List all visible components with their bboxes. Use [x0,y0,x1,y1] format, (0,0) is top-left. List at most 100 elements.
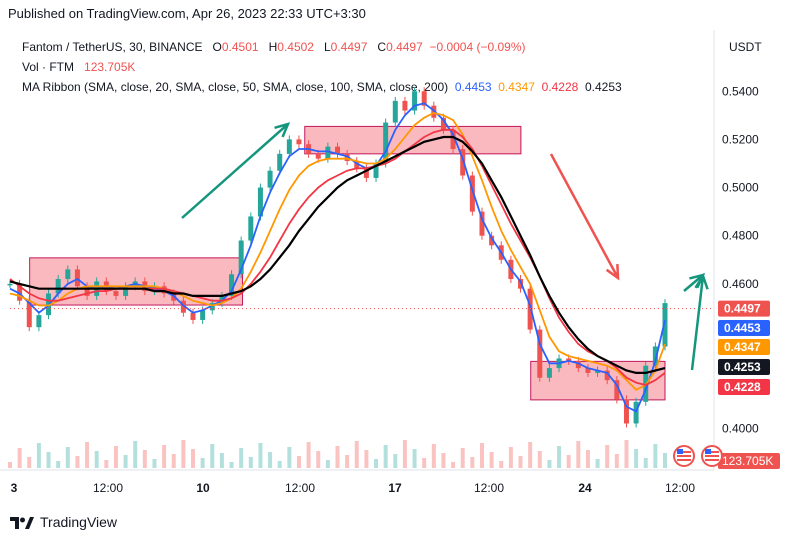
candle-body [74,269,80,287]
volume-bar [508,447,513,468]
candle-body [123,286,129,296]
volume-bar [46,452,51,468]
candle-body [238,240,244,275]
volume-axis-label: 123.705K [722,454,773,468]
price-label-bg [718,379,770,395]
volume-bar [479,443,484,468]
volume-bar [8,462,12,468]
volume-bar [364,450,369,468]
flag-stripe [677,451,691,453]
volume-bar [663,453,667,468]
volume-bar [191,449,196,468]
volume-bar [56,461,61,468]
x-tick-label: 12:00 [93,481,123,495]
candle-body [277,153,283,171]
low-value: 0.4497 [330,40,368,54]
flag-stripe [677,459,691,461]
candle-body [325,146,331,159]
candle-body [595,370,601,373]
candle-body [55,279,61,294]
ma-line-ma200 [9,135,666,374]
y-tick-label: 0.5400 [722,84,759,98]
rebound-arrow [683,274,704,292]
candle-body [537,329,543,378]
ma-ribbon-header: MA Ribbon (SMA, close, 20, SMA, close, 5… [22,80,622,94]
candle-body [354,161,360,169]
volume-bar [345,455,350,468]
price-label: 0.4453 [724,321,761,335]
downtrend-arrow [549,153,620,279]
volume-bar [537,451,542,468]
volume-bar [248,457,253,468]
volume-header: Vol · FTM 123.705K [22,60,135,74]
volume-bar [624,440,629,468]
volume-bar [17,448,22,468]
volume-bar [113,446,118,468]
volume-bar [133,441,138,468]
x-tick-label: 10 [196,481,210,495]
candle-body [566,358,572,361]
volume-bar [94,451,99,468]
candle-body [662,303,668,347]
volume-bar [557,446,562,468]
y-tick-label: 0.5000 [722,181,759,195]
candle-body [267,170,273,188]
volume-bar [258,443,263,468]
volume-bar [402,440,407,468]
volume-bar [566,455,571,468]
tradingview-logo-icon [10,516,34,529]
candle-body [383,122,389,164]
candle-body [575,360,581,369]
x-tick-label: 17 [388,481,402,495]
symbol-name[interactable]: Fantom / TetherUS, 30, BINANCE [22,40,203,54]
ma-ribbon-label[interactable]: MA Ribbon (SMA, close, 20, SMA, close, 5… [22,80,449,94]
candle-body [315,153,321,159]
candle-body [26,300,32,328]
open-value: 0.4501 [221,40,259,54]
candle-body [633,401,639,424]
volume-bar [614,454,619,468]
volume-bar [239,448,244,468]
flag-stripe [705,455,719,457]
candle-body [229,274,235,296]
volume-bar [152,459,157,468]
candle-body [412,91,418,111]
volume-bar [268,452,273,468]
x-tick-label: 12:00 [285,481,315,495]
candle-body [161,286,167,294]
uptrend-arrow-head [274,122,291,138]
candle-body [450,129,456,150]
price-label-bg [718,339,770,355]
candle-body [604,370,610,381]
volume-bar [460,448,465,468]
volume-bar [354,441,359,468]
volume-bar [277,461,282,468]
ma20-value: 0.4453 [454,80,492,94]
close-value: 0.4497 [386,40,423,54]
candle-body [440,117,446,130]
y-tick-label: 0.4000 [722,421,759,435]
flag-canton [705,449,711,454]
volume-bar [643,458,648,468]
uptrend-arrow [181,123,289,219]
candle-body [614,380,620,400]
price-label: 0.4253 [724,360,761,374]
y-tick-label: 0.5200 [722,132,759,146]
candle-body [36,315,42,328]
volume-bar [65,447,70,468]
volume-bar [296,456,301,468]
candle-body [460,149,466,176]
candle-body [469,175,475,212]
volume-value: 123.705K [84,60,136,74]
volume-bar [171,454,176,468]
tradingview-brand: TradingView [40,514,118,530]
volume-bar [518,456,523,468]
candle-body [652,346,658,366]
volume-bar [653,444,658,468]
candle-body [421,91,427,106]
volume-bar [595,459,600,468]
volume-label[interactable]: Vol · FTM [22,60,75,74]
currency-label[interactable]: USDT [729,40,762,54]
volume-bar [499,461,504,468]
